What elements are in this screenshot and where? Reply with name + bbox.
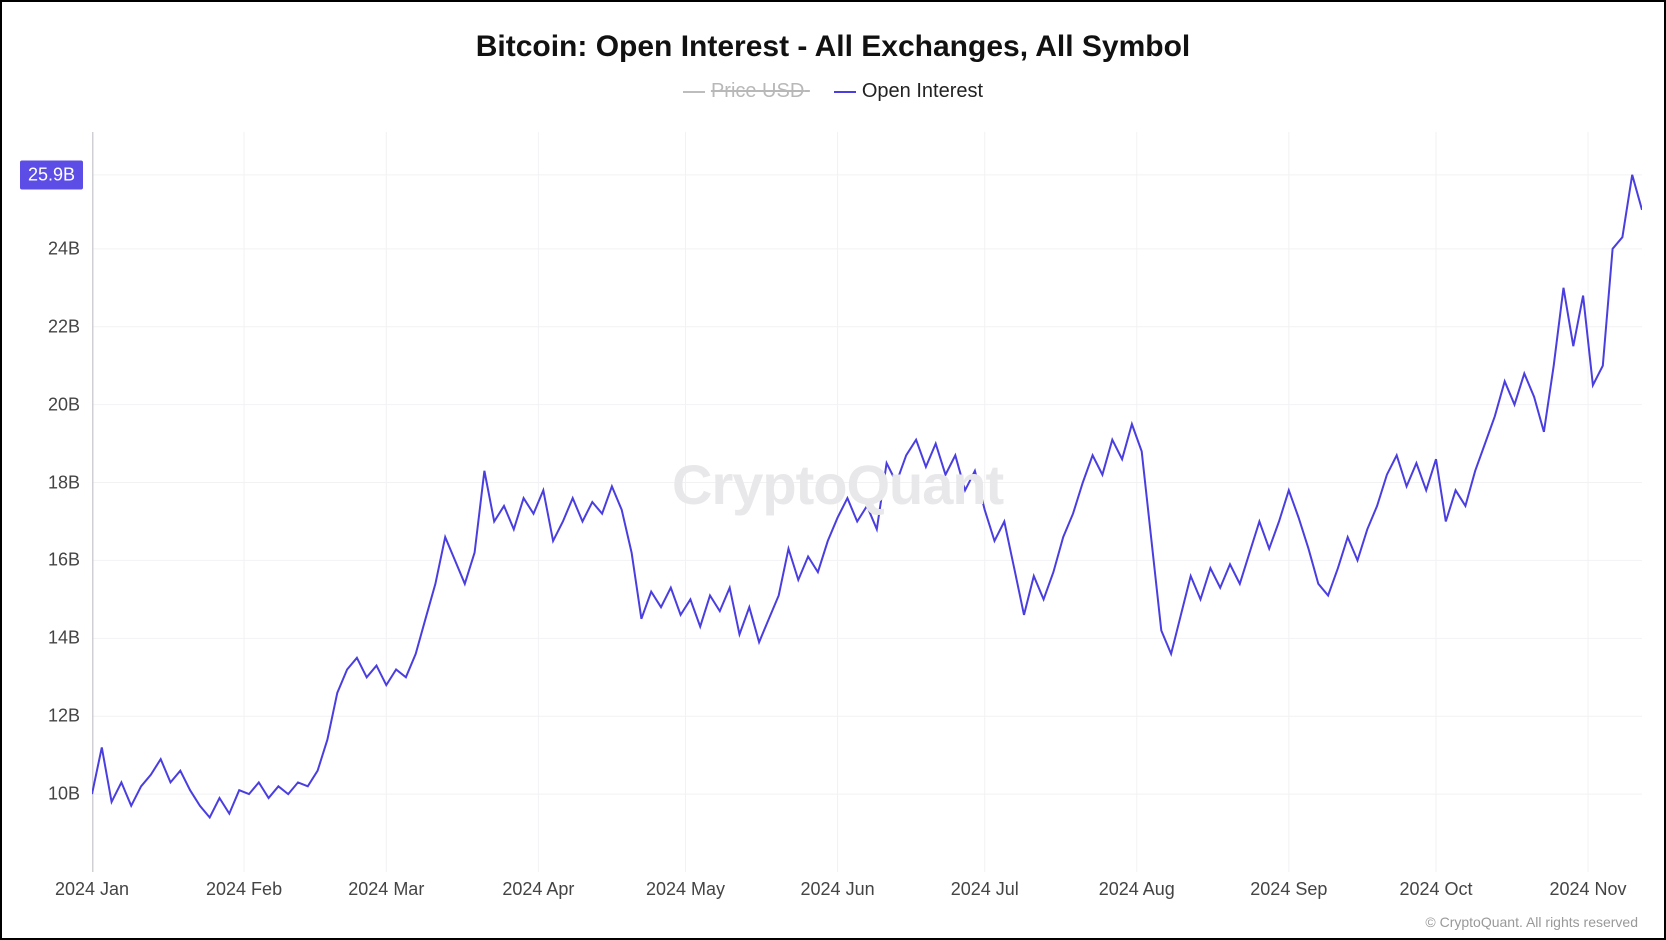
chart-grid bbox=[92, 132, 1642, 872]
x-tick-label: 2024 Sep bbox=[1250, 879, 1327, 900]
chart-series bbox=[92, 175, 1642, 818]
y-tick-label: 18B bbox=[0, 472, 80, 493]
y-tick-label: 10B bbox=[0, 784, 80, 805]
y-highlight-badge: 25.9B bbox=[20, 160, 83, 189]
chart-frame: Bitcoin: Open Interest - All Exchanges, … bbox=[0, 0, 1666, 940]
x-tick-label: 2024 Mar bbox=[348, 879, 424, 900]
x-tick-label: 2024 Jan bbox=[55, 879, 129, 900]
chart-svg bbox=[92, 132, 1642, 872]
legend-item-price[interactable]: Price USD bbox=[683, 80, 810, 102]
legend-swatch-price bbox=[683, 91, 705, 93]
x-tick-label: 2024 Nov bbox=[1550, 879, 1627, 900]
x-tick-label: 2024 Feb bbox=[206, 879, 282, 900]
copyright-text: © CryptoQuant. All rights reserved bbox=[1425, 914, 1638, 930]
legend-swatch-oi bbox=[834, 91, 856, 93]
x-tick-label: 2024 May bbox=[646, 879, 725, 900]
y-tick-label: 24B bbox=[0, 238, 80, 259]
y-tick-label: 20B bbox=[0, 394, 80, 415]
chart-plot-area: CryptoQuant 10B12B14B16B18B20B22B24B 202… bbox=[92, 132, 1642, 872]
y-tick-label: 22B bbox=[0, 316, 80, 337]
y-tick-label: 14B bbox=[0, 628, 80, 649]
legend-label-oi: Open Interest bbox=[862, 80, 983, 102]
legend-label-price: Price USD bbox=[711, 80, 804, 102]
chart-title: Bitcoin: Open Interest - All Exchanges, … bbox=[2, 30, 1664, 64]
y-tick-label: 12B bbox=[0, 706, 80, 727]
x-tick-label: 2024 Oct bbox=[1399, 879, 1472, 900]
series-line-open-interest bbox=[92, 175, 1642, 818]
chart-legend: Price USD Open Interest bbox=[2, 80, 1664, 103]
x-tick-label: 2024 Aug bbox=[1099, 879, 1175, 900]
x-tick-label: 2024 Jun bbox=[801, 879, 875, 900]
y-tick-label: 16B bbox=[0, 550, 80, 571]
x-tick-label: 2024 Apr bbox=[502, 879, 574, 900]
x-tick-label: 2024 Jul bbox=[951, 879, 1019, 900]
legend-item-open-interest[interactable]: Open Interest bbox=[834, 80, 983, 102]
